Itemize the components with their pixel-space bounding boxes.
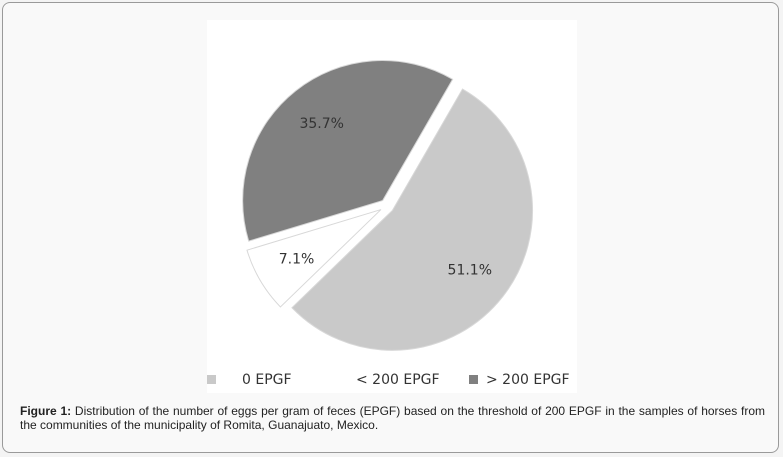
legend-label: < 200 EPGF [356, 372, 440, 388]
pie-slice [291, 88, 534, 351]
value-label: 35.7% [299, 116, 343, 132]
chart: 51.1% 7.1% 35.7% 0 EPGF < 200 EPGF > 200 EPGF [207, 20, 577, 393]
value-label: 7.1% [279, 251, 315, 267]
pie-slice [246, 209, 382, 308]
legend-swatch [469, 375, 478, 384]
legend-swatch [339, 375, 348, 384]
caption: Figure 1: Distribution of the number of … [20, 404, 765, 432]
value-label: 51.1% [448, 263, 492, 279]
legend-swatch [207, 375, 216, 384]
legend-label: 0 EPGF [242, 372, 292, 388]
caption-text: Distribution of the number of eggs per g… [20, 404, 765, 432]
legend-label: > 200 EPGF [486, 372, 570, 388]
figure-label: Figure 1: [20, 404, 72, 418]
pie-slice [242, 60, 454, 242]
